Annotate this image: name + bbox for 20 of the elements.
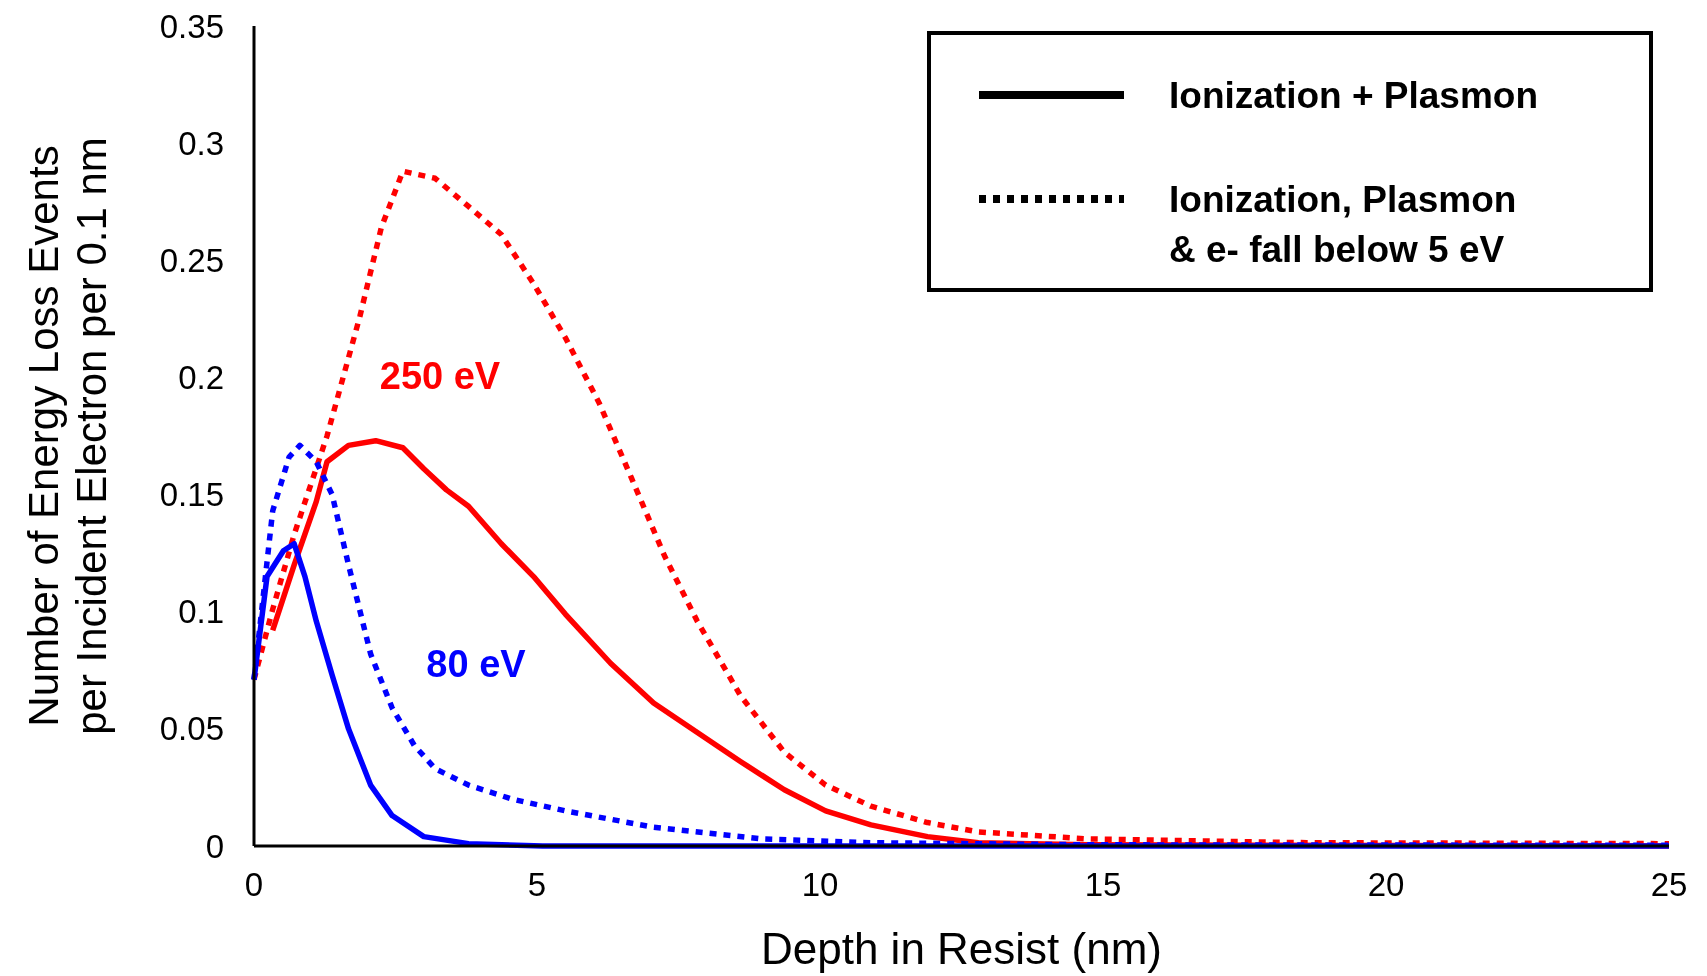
annotation: 80 eV xyxy=(426,643,527,686)
y-tick-label: 0.05 xyxy=(159,710,224,748)
y-tick-label: 0.2 xyxy=(178,358,224,396)
y-tick-label: 0 xyxy=(205,827,224,865)
annotation: Ionization, Plasmon & e- fall below 5 eV xyxy=(1169,178,1517,270)
annotation: Ionization + Plasmon xyxy=(1169,74,1539,116)
y-tick-label: 0.25 xyxy=(159,241,224,279)
x-tick-label: 0 xyxy=(244,866,264,903)
x-tick-label: 5 xyxy=(527,866,547,903)
y-tick-label: 0.15 xyxy=(159,476,224,514)
x-tick-label: 15 xyxy=(1084,866,1122,903)
x-tick-label: 25 xyxy=(1650,866,1688,903)
annotation: 250 eV xyxy=(379,355,501,398)
y-tick-label: 0.3 xyxy=(178,124,224,162)
x-tick-label: 10 xyxy=(801,866,839,903)
x-axis-title: Depth in Resist (nm) xyxy=(760,924,1163,973)
y-tick-label: 0.35 xyxy=(159,7,224,45)
y-tick-label: 0.1 xyxy=(178,593,224,631)
y-axis-title: Number of Energy Loss Events per Incident Electron per 0.1 nm xyxy=(20,137,115,735)
x-tick-label: 20 xyxy=(1367,866,1405,903)
